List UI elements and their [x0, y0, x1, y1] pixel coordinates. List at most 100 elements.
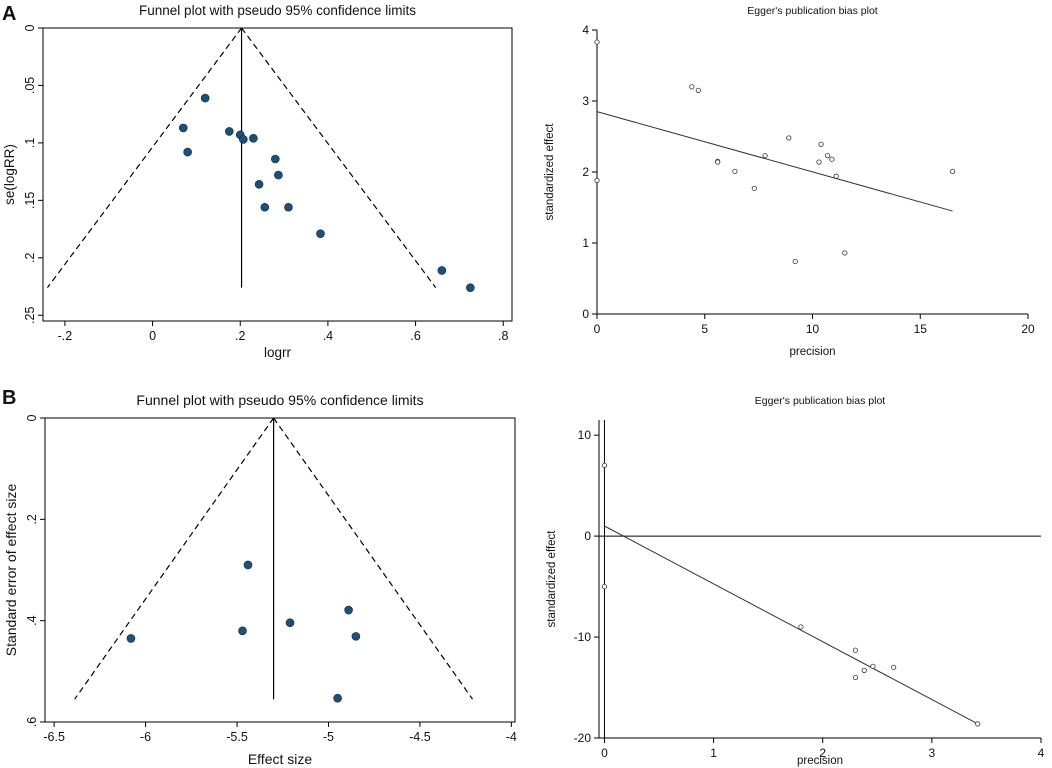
data-point — [437, 266, 447, 275]
chart-title: Funnel plot with pseudo 95% confidence l… — [136, 392, 423, 408]
x-axis-label: Effect size — [248, 751, 313, 767]
data-point — [594, 39, 600, 45]
x-tick-label: -5 — [323, 730, 334, 744]
regression-fit-line — [596, 111, 953, 212]
x-tick-label: -.2 — [58, 329, 73, 343]
y-tick-label: -20 — [574, 731, 592, 745]
y-tick-label: 1 — [582, 236, 589, 250]
data-point — [601, 583, 608, 590]
data-point — [249, 134, 258, 143]
data-point — [224, 127, 234, 136]
data-point — [274, 170, 283, 180]
x-tick-label: -5.5 — [226, 730, 248, 744]
data-point — [751, 185, 757, 191]
data-point — [689, 84, 695, 90]
data-point — [833, 173, 839, 179]
y-tick-label: .6 — [25, 717, 39, 727]
chart-title: Egger's publication bias plot — [747, 5, 878, 17]
y-tick-label: 10 — [578, 428, 592, 442]
y-tick-label: 3 — [582, 94, 589, 108]
x-axis-label: precision — [789, 346, 835, 358]
x-tick-label: 0 — [149, 329, 156, 343]
x-tick-label: 0 — [594, 322, 601, 336]
data-point — [792, 258, 798, 265]
y-tick-label: 2 — [582, 165, 589, 179]
data-point — [243, 560, 253, 570]
y-tick-label: .2 — [23, 253, 37, 263]
data-point — [695, 87, 701, 93]
funnel-right-limit — [273, 417, 474, 700]
data-point — [178, 123, 188, 133]
y-tick-label: 0 — [582, 307, 589, 321]
data-point — [732, 168, 738, 174]
x-tick-label: 1 — [710, 746, 717, 760]
x-tick-label: 15 — [914, 322, 928, 336]
x-tick-label: .2 — [235, 329, 245, 343]
data-point — [824, 153, 831, 159]
regression-fit-line — [604, 525, 978, 725]
data-point — [798, 624, 804, 630]
data-point — [126, 634, 136, 643]
data-point — [818, 141, 824, 147]
data-point — [842, 250, 848, 256]
data-point — [816, 159, 822, 165]
panel-letter-a: A — [2, 3, 16, 25]
data-point — [786, 135, 792, 141]
x-tick-label: .6 — [410, 329, 420, 343]
funnel-right-limit — [241, 27, 437, 289]
y-axis-label: standardized effect — [546, 530, 558, 628]
data-point — [715, 159, 721, 165]
chart-b-egger-plot: Egger's publication bias plot 0 1 2 3 4 -20 -10… — [546, 395, 1045, 767]
data-point — [260, 202, 270, 212]
x-tick-label: 0 — [601, 746, 608, 760]
panel-letter-b: B — [2, 387, 16, 409]
funnel-left-limit — [46, 27, 243, 289]
x-tick-label: 10 — [806, 322, 820, 336]
data-point — [333, 693, 342, 703]
y-tick-label: .1 — [23, 138, 37, 148]
data-point — [344, 605, 353, 615]
plot-frame — [42, 27, 513, 322]
y-tick-label: 0 — [23, 24, 37, 31]
chart-title: Funnel plot with pseudo 95% confidence l… — [139, 3, 416, 18]
data-point — [861, 667, 867, 673]
data-point — [975, 721, 981, 727]
y-tick-label: .15 — [23, 192, 37, 209]
x-tick-label: 2 — [819, 746, 826, 760]
y-tick-label: 0 — [25, 414, 39, 421]
data-point — [316, 229, 325, 238]
y-tick-label: 4 — [582, 23, 589, 37]
data-point — [351, 632, 361, 641]
y-axis-label: Standard error of effect size — [3, 484, 19, 657]
x-axis-label: logrr — [264, 345, 292, 360]
x-tick-label: 3 — [929, 746, 936, 760]
x-tick-label: .4 — [323, 329, 333, 343]
data-point — [829, 156, 835, 162]
data-point — [284, 202, 293, 212]
chart-title: Egger's publication bias plot — [755, 395, 886, 407]
y-tick-label: .25 — [23, 307, 37, 324]
chart-b-funnel-plot: Funnel plot with pseudo 95% confidence l… — [3, 392, 517, 767]
data-point — [183, 147, 192, 157]
data-point — [285, 618, 295, 627]
data-point — [594, 177, 600, 184]
y-tick-label: .4 — [25, 615, 39, 625]
data-point — [852, 674, 859, 681]
x-tick-label: -6 — [140, 730, 151, 744]
x-tick-label: .8 — [498, 329, 508, 343]
y-axis-label: standardized effect — [544, 123, 556, 221]
data-point — [949, 168, 956, 174]
data-point — [870, 663, 876, 669]
data-point — [200, 93, 210, 103]
x-tick-label: 4 — [1038, 746, 1045, 760]
y-axis-label: se(logRR) — [2, 144, 17, 205]
data-point — [254, 179, 264, 189]
data-point — [238, 626, 247, 636]
x-tick-label: 5 — [701, 322, 708, 336]
chart-a-egger-plot: Egger's publication bias plot 0 5 10 15 20 0 1 2… — [544, 5, 1035, 358]
y-tick-label: -10 — [574, 630, 592, 644]
funnel-left-limit — [74, 417, 275, 700]
data-point — [891, 664, 897, 670]
